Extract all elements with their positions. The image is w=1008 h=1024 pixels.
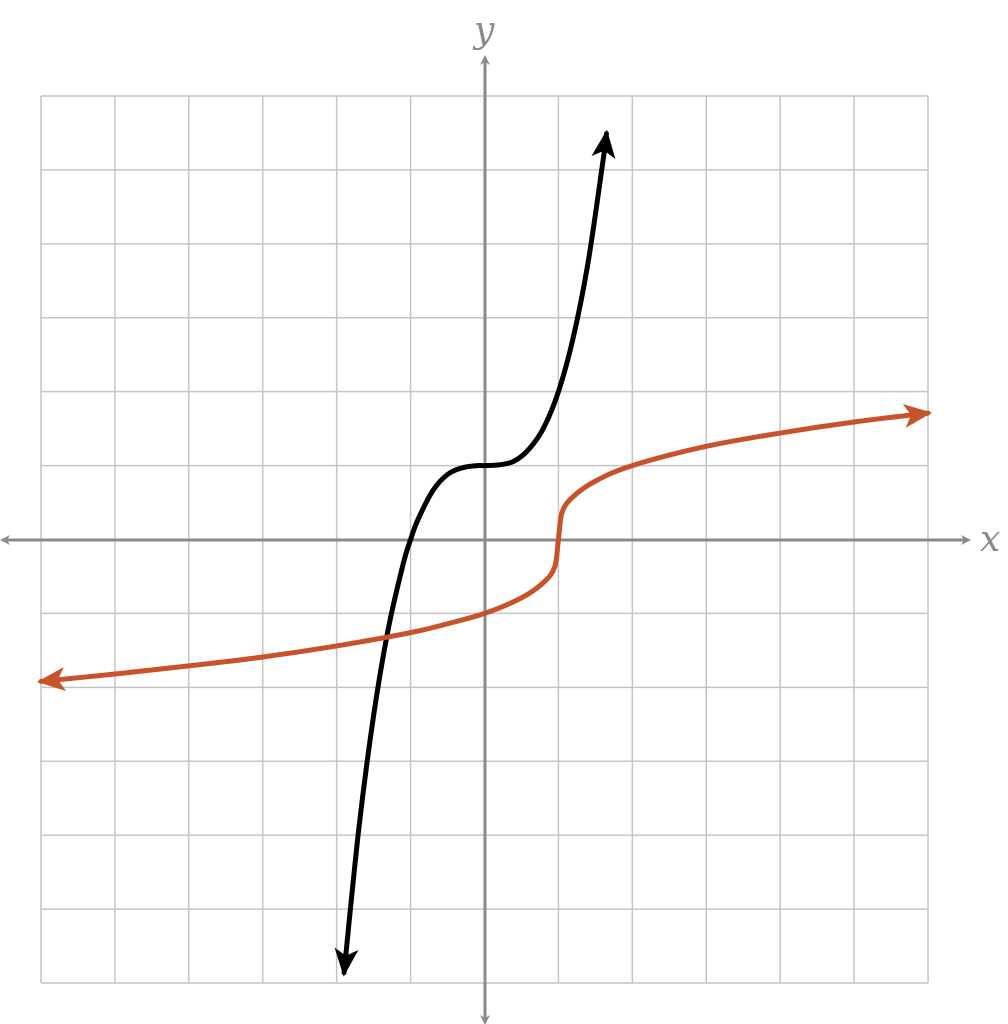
orange-curve <box>37 404 932 691</box>
axes: x y <box>0 10 1000 1024</box>
y-axis-label: y <box>472 10 495 51</box>
black-curve <box>334 129 616 977</box>
x-axis-label: x <box>980 519 1000 560</box>
series-layer <box>37 129 932 977</box>
